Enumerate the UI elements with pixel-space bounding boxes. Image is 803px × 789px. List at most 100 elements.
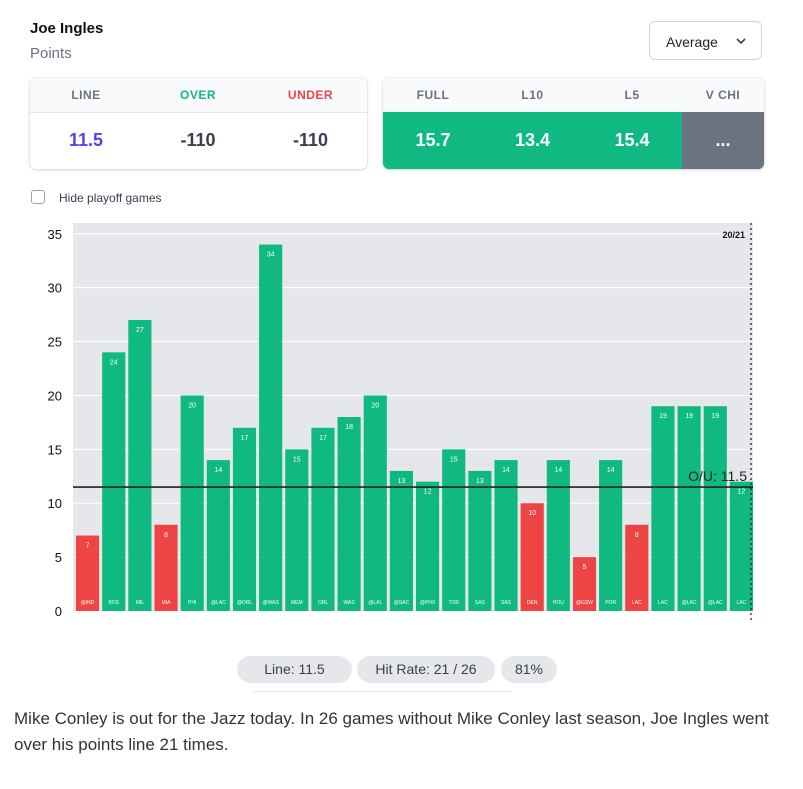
bar [546,460,570,611]
points-bar-chart: 0 5 10 15 20 25 30 35 7 @IND 24 BOS 27 MIL 8 MIA 20 PHI 14… [48,223,753,623]
line-odds-card: LINE OVER UNDER 11.5 -110 -110 [30,78,367,169]
bar-opponent-label: @PHX [420,600,436,606]
over-header: OVER [179,88,216,102]
bar-opponent-label: PHI [188,600,196,606]
averages-card-header [383,78,764,113]
bar-opponent-label: @LAC [682,600,697,606]
bar-value-label: 20 [188,402,196,409]
bar-value-label: 15 [293,456,301,463]
vs-chi-header: V CHI [705,88,741,102]
l10-header: L10 [521,88,544,102]
bar-value-label: 19 [659,413,667,420]
bar-value-label: 12 [424,489,432,496]
bar-opponent-label: @ORL [237,600,253,606]
bar [651,406,675,611]
bar-opponent-label: @GSW [576,600,593,606]
bar-opponent-label: LAC [632,600,642,606]
bar-opponent-label: @LAC [708,600,723,606]
bar-opponent-label: @LAC [211,600,226,606]
bar-value-label: 8 [635,532,639,539]
bar-opponent-label: LAC [658,600,668,606]
bar-value-label: 18 [345,424,353,431]
bar-opponent-label: @IND [81,600,95,606]
player-name: Joe Ingles [30,20,104,37]
bar-opponent-label: @LAL [368,600,382,606]
bar [154,524,178,611]
y-tick-label: 0 [55,604,62,619]
bar [102,352,126,611]
bar [363,395,387,611]
under-odds: -110 [292,130,329,150]
bar [468,470,492,611]
bar-value-label: 14 [554,467,562,474]
vs-opponent-cell [682,112,764,169]
bar-opponent-label: @WAS [263,600,280,606]
bar-opponent-label: ORL [318,600,329,606]
bar [76,535,100,611]
bar-value-label: 34 [267,252,275,259]
bar-value-label: 5 [583,564,587,571]
bar [729,481,753,611]
bar [677,406,701,611]
bar [259,244,283,612]
summary-divider [253,691,511,692]
bar-value-label: 14 [607,467,615,474]
ou-line-label: O/U: 11.5 [688,468,747,484]
full-header: FULL [416,88,450,102]
bar-opponent-label: MEM [291,600,303,606]
bar-opponent-label: MIA [162,600,172,606]
line-card-header [30,78,367,113]
bar [442,449,466,611]
bar-value-label: 15 [450,456,458,463]
bar-opponent-label: DEN [527,600,538,606]
bar-value-label: 20 [371,402,379,409]
bar [572,557,597,611]
under-header: UNDER [287,88,334,102]
bar-opponent-label: @SAC [394,600,410,606]
bar-opponent-label: SAS [501,600,512,606]
vs-chi-average: ... [715,130,731,150]
bar [625,524,649,611]
bar-opponent-label: TOR [448,600,459,606]
bar-value-label: 27 [136,327,144,334]
stat-type-label: Points [30,45,72,62]
bar [599,460,623,611]
bar-value-label: 17 [319,435,327,442]
chevron-down-icon [736,38,746,45]
bar-value-label: 8 [164,532,168,539]
bar-value-label: 13 [476,478,484,485]
dropdown-selected: Average [666,34,718,50]
y-tick-label: 30 [48,281,62,296]
hide-playoff-checkbox[interactable] [31,190,45,204]
line-pill: Line: 11.5 [237,656,352,683]
hit-rate-pill: Hit Rate: 21 / 26 [357,656,495,683]
bar [416,481,440,611]
y-tick-label: 5 [55,550,62,565]
bar-opponent-label: HOU [553,600,565,606]
bar-opponent-label: POR [605,600,616,606]
bar [128,320,152,611]
bar-value-label: 19 [711,413,719,420]
bar-opponent-label: BOS [108,600,119,606]
bar-opponent-label: SAS [475,600,486,606]
y-tick-label: 20 [48,388,62,403]
bar-value-label: 17 [241,435,249,442]
caption-text: Mike Conley is out for the Jazz today. I… [14,709,769,754]
bar [232,427,257,611]
bar [703,406,727,611]
bar-value-label: 19 [685,413,693,420]
bar-opponent-label: LAC [737,600,747,606]
l10-average: 13.4 [514,130,551,150]
averages-card: FULL L10 L5 V CHI 15.7 13.4 15.4 ... [383,78,764,169]
l5-header: L5 [624,88,640,102]
bar [389,470,413,611]
full-average: 15.7 [415,130,451,150]
y-tick-label: 35 [48,227,62,242]
bar [311,427,335,611]
line-value: 11.5 [68,130,104,150]
bar-value-label: 14 [502,467,510,474]
average-dropdown[interactable]: Average [649,21,762,60]
hide-playoff-label: Hide playoff games [59,191,162,205]
bar-opponent-label: MIL [136,600,145,606]
bar [337,417,361,611]
